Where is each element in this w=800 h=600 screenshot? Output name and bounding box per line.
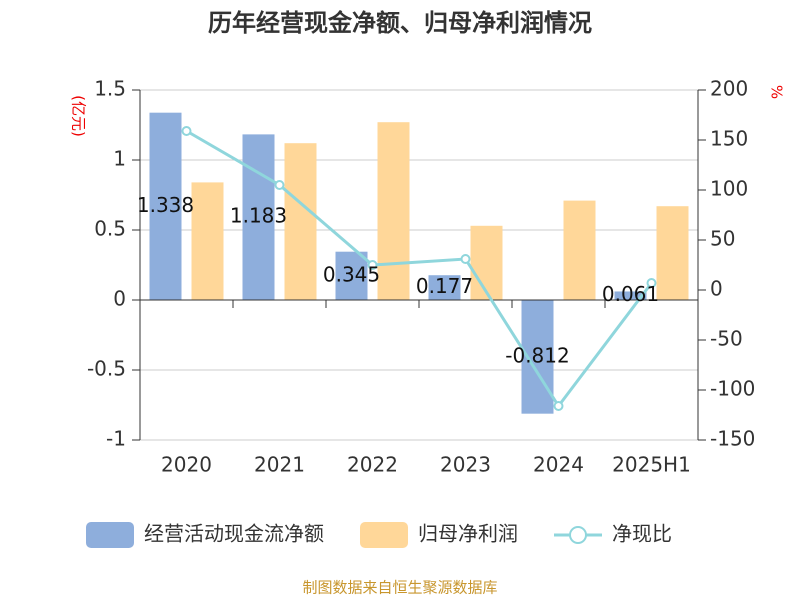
y-tick-label: 1 xyxy=(113,147,126,171)
bar xyxy=(470,225,503,300)
data-label: 0.061 xyxy=(602,282,659,306)
legend-swatch xyxy=(86,522,134,548)
bar xyxy=(428,275,461,300)
source-note: 制图数据来自恒生聚源数据库 xyxy=(302,579,497,597)
data-label: 0.177 xyxy=(416,274,473,298)
bar xyxy=(242,134,275,300)
line xyxy=(185,129,653,409)
y2-tick-label: -100 xyxy=(710,377,755,401)
y-tick-label: -1 xyxy=(106,427,126,451)
legend-marker xyxy=(569,526,587,544)
bar xyxy=(149,112,182,301)
x-tick-label: 2022 xyxy=(347,453,398,477)
chart-title: 历年经营现金净额、归母净利润情况 xyxy=(208,9,592,37)
y2-tick-label: 150 xyxy=(710,127,748,151)
data-label: 1.338 xyxy=(137,193,194,217)
y2-tick-label: 50 xyxy=(710,227,735,251)
y2-tick-label: 100 xyxy=(710,177,748,201)
line-point xyxy=(646,278,657,288)
y2-axis-label: % xyxy=(768,85,786,99)
bar xyxy=(614,291,647,300)
y-axis-label: (亿元) xyxy=(70,95,88,137)
x-tick-label: 2025H1 xyxy=(612,453,691,477)
bar xyxy=(656,206,689,300)
x-tick-label: 2023 xyxy=(440,453,491,477)
line-point xyxy=(274,180,285,190)
line-point xyxy=(553,401,564,411)
y2-tick-label: -50 xyxy=(710,327,743,351)
bar xyxy=(335,251,368,300)
y2-tick-label: 0 xyxy=(710,277,723,301)
y2-tick-label: 200 xyxy=(710,77,748,101)
y2-tick-label: -150 xyxy=(710,427,755,451)
y-tick-label: 1.5 xyxy=(94,77,126,101)
bar xyxy=(191,182,224,300)
legend-label: 归母净利润 xyxy=(418,522,518,546)
bar xyxy=(377,122,410,300)
x-tick-label: 2024 xyxy=(533,453,584,477)
bar xyxy=(284,143,317,300)
legend-label: 经营活动现金流净额 xyxy=(144,522,324,546)
bar xyxy=(563,200,596,300)
y-tick-label: 0 xyxy=(113,287,126,311)
y-tick-label: -0.5 xyxy=(87,357,126,381)
data-label: 1.183 xyxy=(230,204,287,228)
legend-label: 净现比 xyxy=(612,522,672,546)
line-point xyxy=(460,254,471,264)
x-tick-label: 2020 xyxy=(161,453,212,477)
data-label: -0.812 xyxy=(505,343,569,367)
line-point xyxy=(367,260,378,270)
line-point xyxy=(181,126,192,136)
x-tick-label: 2021 xyxy=(254,453,305,477)
data-label: 0.345 xyxy=(323,262,380,286)
y-tick-label: 0.5 xyxy=(94,217,126,241)
legend-swatch xyxy=(360,522,408,548)
